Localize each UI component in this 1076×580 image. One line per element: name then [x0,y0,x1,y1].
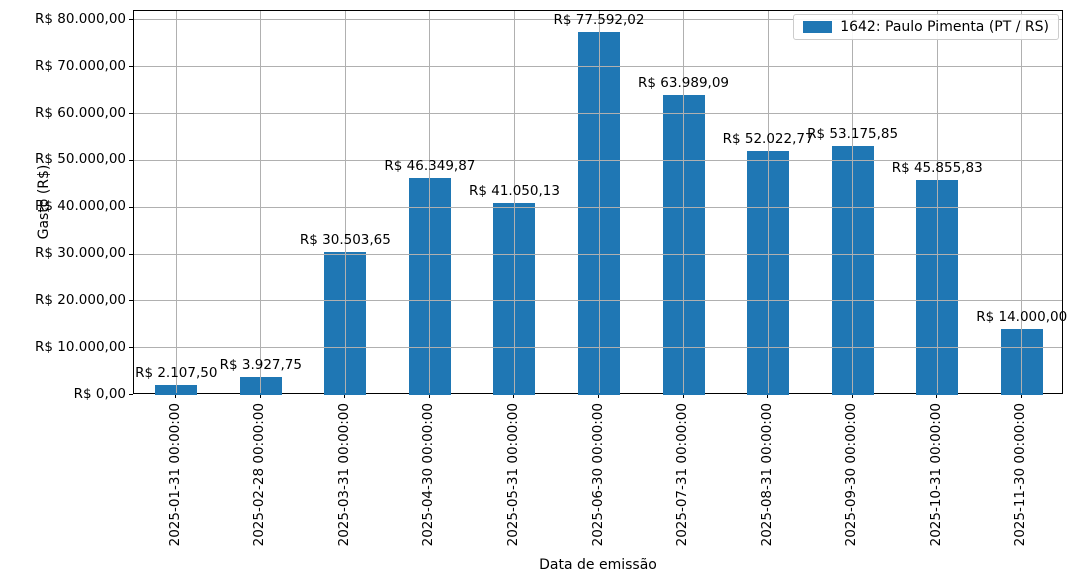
gridline-v [175,11,177,393]
plot-area: R$ 2.107,50 R$ 3.927,75 R$ 30.503,65 R$ 46.… [133,10,1067,395]
x-tick-label: 2025-07-31 00:00:00 [674,403,691,547]
gridline-h [134,347,1062,349]
gridline-v [598,11,600,393]
x-tick-mark [175,394,177,398]
gridline-h [134,66,1062,68]
x-tick-mark [682,394,684,398]
x-tick-mark [767,394,769,398]
gridline-v [767,11,769,393]
gridline-v [429,11,431,393]
y-tick-label: R$ 40.000,00 [35,198,126,215]
y-tick-mark [129,113,133,115]
gridline-h [134,159,1062,161]
gridline-v [513,11,515,393]
bar-value-label: R$ 30.503,65 [299,232,391,249]
x-tick-label: 2025-06-30 00:00:00 [589,403,606,547]
bar-value-label: R$ 77.592,02 [553,11,645,28]
bar-value-label: R$ 46.349,87 [384,157,476,174]
gridline-v [852,11,854,393]
legend-swatch-icon [803,21,833,33]
x-tick-label: 2025-11-30 00:00:00 [1012,403,1029,547]
x-tick-mark [936,394,938,398]
bar-value-label: R$ 63.989,09 [638,75,730,92]
y-tick-mark [129,347,133,349]
gridline-h [134,206,1062,208]
y-axis-title: Gasto (R$) [36,164,52,240]
y-tick-mark [129,300,133,302]
bar-value-label: R$ 3.927,75 [219,356,302,373]
x-tick-mark [1020,394,1022,398]
gridline-v [344,11,346,393]
x-tick-mark [598,394,599,398]
y-tick-mark [129,206,133,208]
gridline-h [134,19,1062,21]
bar-value-label: R$ 41.050,13 [468,182,560,199]
y-tick-label: R$ 10.000,00 [35,338,126,355]
y-tick-mark [129,394,133,395]
bar-value-label: R$ 53.175,85 [807,125,899,142]
legend: 1642: Paulo Pimenta (PT / RS) [793,14,1059,40]
x-tick-label: 2025-03-31 00:00:00 [335,403,352,547]
bar-value-label: R$ 2.107,50 [135,365,218,382]
bar-value-label: R$ 45.855,83 [891,160,983,177]
y-tick-label: R$ 80.000,00 [35,10,126,27]
y-tick-label: R$ 0,00 [73,385,126,402]
x-tick-label: 2025-01-31 00:00:00 [166,403,183,547]
x-tick-mark [513,394,515,398]
y-tick-mark [129,159,133,161]
x-tick-mark [259,394,261,398]
y-tick-mark [129,253,133,255]
legend-label: 1642: Paulo Pimenta (PT / RS) [840,19,1049,35]
x-axis-title: Data de emissão [539,557,657,573]
gridline-v [260,11,262,393]
x-tick-mark [851,394,853,398]
x-tick-label: 2025-09-30 00:00:00 [843,403,860,547]
y-tick-label: R$ 70.000,00 [35,57,126,74]
bar-value-label: R$ 14.000,00 [976,309,1068,326]
x-tick-mark [344,394,346,398]
x-tick-label: 2025-02-28 00:00:00 [251,403,268,547]
x-tick-label: 2025-05-31 00:00:00 [504,403,521,547]
y-tick-label: R$ 30.000,00 [35,245,126,261]
x-tick-label: 2025-08-31 00:00:00 [758,403,775,547]
gridline-h [134,113,1062,115]
y-tick-label: R$ 60.000,00 [35,104,126,121]
gridline-h [134,253,1062,255]
y-tick-label: R$ 50.000,00 [35,151,126,168]
y-tick-mark [129,66,133,68]
bar-value-label: R$ 52.022,77 [722,131,814,148]
gridline-v [683,11,685,393]
gridline-v [936,11,938,393]
y-tick-mark [129,19,133,21]
x-tick-label: 2025-04-30 00:00:00 [420,403,437,547]
gridline-h [134,300,1062,302]
x-tick-mark [428,394,430,398]
y-tick-label: R$ 20.000,00 [35,291,126,308]
gridline-v [1021,11,1023,393]
x-tick-label: 2025-10-31 00:00:00 [927,403,944,547]
